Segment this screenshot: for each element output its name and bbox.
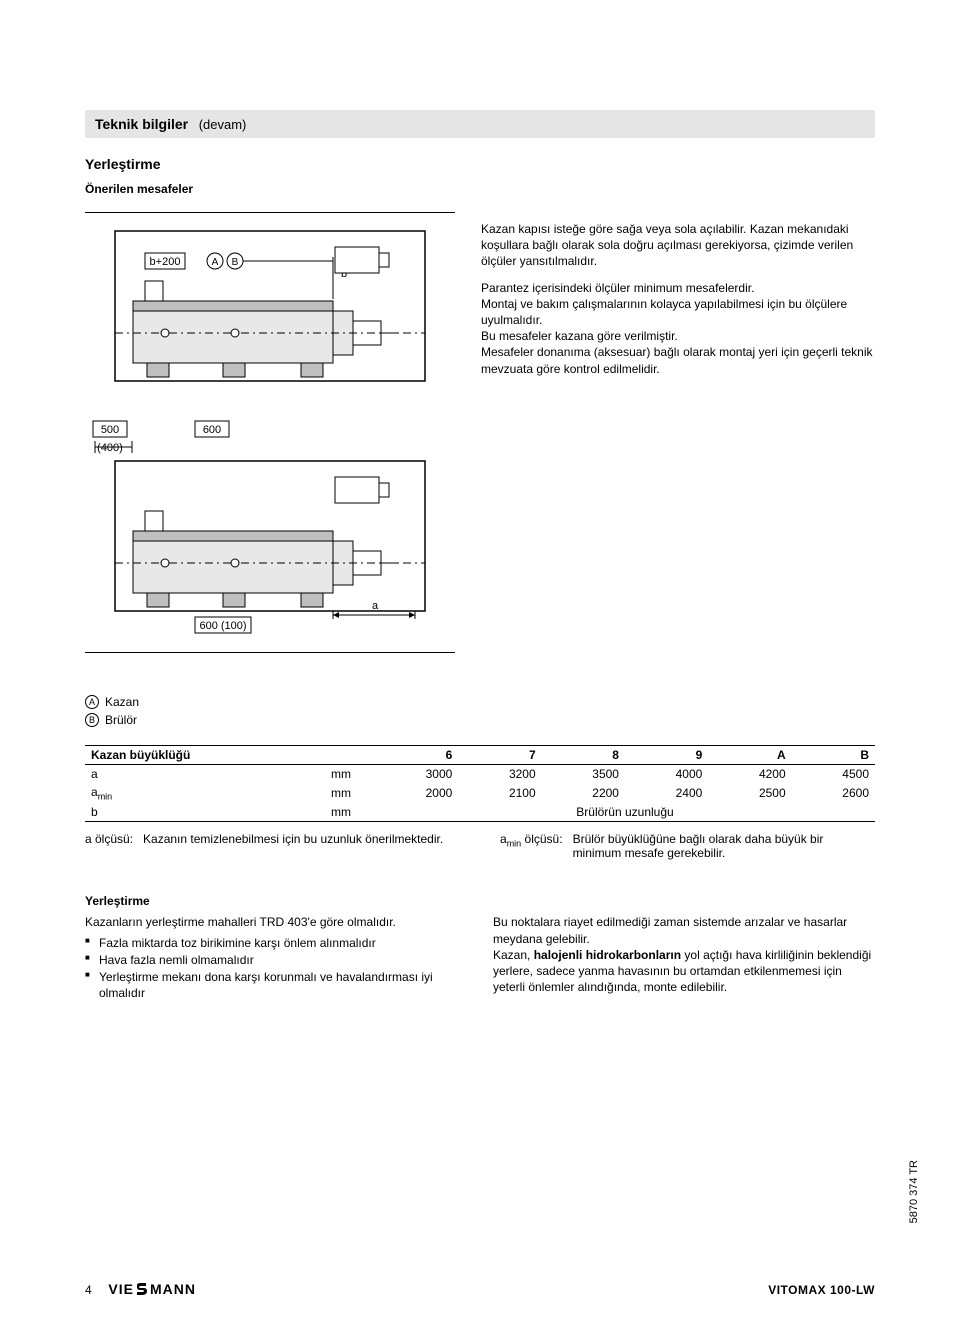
bullet-item: Yerleştirme mekanı dona karşı korunmalı …	[85, 969, 467, 1001]
bullet-item: Hava fazla nemli olmamalıdır	[85, 952, 467, 968]
note-a-text: Kazanın temizlenebilmesi için bu uzunluk…	[143, 832, 443, 860]
col-head: B	[792, 746, 875, 765]
col-head: 7	[458, 746, 541, 765]
svg-text:b+200: b+200	[150, 256, 181, 268]
circle-a-icon: A	[85, 695, 99, 709]
svg-text:500: 500	[101, 424, 119, 436]
note-amin-label: amin ölçüsü:	[500, 832, 563, 860]
col-head: 6	[375, 746, 458, 765]
footer-left: 4 VIEMANN	[85, 1281, 196, 1297]
table-row: b mm Brülörün uzunluğu	[85, 803, 875, 822]
svg-text:B: B	[232, 257, 239, 268]
placement-right-p1: Bu noktalara riayet edilmediği zaman sis…	[493, 914, 875, 946]
note-a-label: a ölçüsü:	[85, 832, 133, 860]
svg-text:(400): (400)	[97, 442, 123, 454]
legend-a-label: Kazan	[105, 693, 139, 711]
svg-text:a: a	[372, 600, 379, 612]
para-1: Kazan kapısı isteğe göre sağa veya sola …	[481, 221, 875, 270]
divider	[85, 652, 455, 653]
diagram-svg: b+200 A B b 500 (400) 600	[85, 221, 455, 641]
svg-text:600 (100): 600 (100)	[199, 620, 246, 632]
header-title: Teknik bilgiler	[95, 116, 188, 132]
placement-bullets: Fazla miktarda toz birikimine karşı önle…	[85, 935, 467, 1002]
legend-a: A Kazan	[85, 693, 875, 711]
brand-s-icon	[136, 1282, 148, 1296]
page-number: 4	[85, 1283, 92, 1297]
subsection-title: Önerilen mesafeler	[85, 182, 875, 196]
table-notes: a ölçüsü: Kazanın temizlenebilmesi için …	[85, 832, 875, 860]
placement-right-p2: Kazan, halojenli hidrokarbonların yol aç…	[493, 947, 875, 996]
section-header: Teknik bilgiler (devam)	[85, 110, 875, 138]
size-table: Kazan büyüklüğü 6 7 8 9 A B a mm 3000 32…	[85, 745, 875, 822]
bullet-item: Fazla miktarda toz birikimine karşı önle…	[85, 935, 467, 951]
placement-left: Kazanların yerleştirme mahalleri TRD 403…	[85, 914, 467, 1002]
section-title: Yerleştirme	[85, 156, 875, 172]
top-two-col: b+200 A B b 500 (400) 600	[85, 221, 875, 644]
description-column: Kazan kapısı isteğe göre sağa veya sola …	[481, 221, 875, 387]
circle-b-icon: B	[85, 713, 99, 727]
placement-intro: Kazanların yerleştirme mahalleri TRD 403…	[85, 914, 467, 930]
para-2: Parantez içerisindeki ölçüler minimum me…	[481, 280, 875, 377]
col-head: 8	[542, 746, 625, 765]
col-head: A	[708, 746, 791, 765]
table-row: a mm 3000 3200 3500 4000 4200 4500	[85, 765, 875, 784]
header-cont: (devam)	[191, 117, 246, 132]
diagram-legend: A Kazan B Brülör	[85, 693, 875, 729]
table-row: amin mm 2000 2100 2200 2400 2500 2600	[85, 783, 875, 803]
placement-right: Bu noktalara riayet edilmediği zaman sis…	[493, 914, 875, 995]
col-head: 9	[625, 746, 708, 765]
placement-title: Yerleştirme	[85, 894, 875, 908]
svg-text:600: 600	[203, 424, 221, 436]
divider	[85, 212, 455, 213]
table-title: Kazan büyüklüğü	[85, 746, 375, 765]
svg-text:A: A	[212, 257, 219, 268]
product-name: VITOMAX 100-LW	[768, 1283, 875, 1297]
legend-b-label: Brülör	[105, 711, 137, 729]
legend-b: B Brülör	[85, 711, 875, 729]
page-footer: 4 VIEMANN VITOMAX 100-LW	[85, 1281, 875, 1297]
note-amin: amin ölçüsü: Brülör büyüklüğüne bağlı ol…	[500, 832, 875, 860]
placement-diagram: b+200 A B b 500 (400) 600	[85, 221, 455, 644]
note-amin-text: Brülör büyüklüğüne bağlı olarak daha büy…	[573, 832, 875, 860]
diagram-column: b+200 A B b 500 (400) 600	[85, 221, 455, 644]
brand-logo: VIEMANN	[108, 1281, 196, 1297]
placement-two-col: Kazanların yerleştirme mahalleri TRD 403…	[85, 914, 875, 1002]
document-code: 5870 374 TR	[908, 1160, 920, 1223]
note-a: a ölçüsü: Kazanın temizlenebilmesi için …	[85, 832, 460, 860]
